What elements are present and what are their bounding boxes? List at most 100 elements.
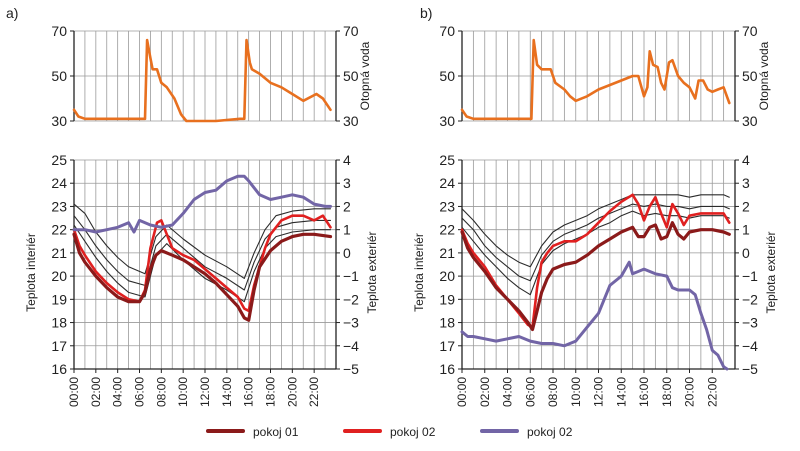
legend-label-room02: pokoj 02 [390, 425, 436, 439]
x-tick-label: 18:00 [660, 377, 674, 407]
bottom-tick-label-left: 17 [439, 338, 455, 354]
bottom-tick-label-right: 3 [343, 175, 351, 191]
bottom-tick-label-right: 4 [343, 152, 351, 168]
legend-label-exterior: pokoj 02 [527, 425, 573, 439]
top-tick-label-left: 30 [51, 113, 67, 129]
series-room02-line [72, 214, 332, 313]
legend-label-room01: pokoj 01 [253, 425, 299, 439]
bottom-tick-label-right: 4 [742, 152, 750, 168]
bottom-tick-label-left: 21 [439, 245, 455, 261]
bottom-tick-label-right: 3 [742, 175, 750, 191]
x-tick-label: 20:00 [285, 377, 299, 407]
top-tick-label-left: 30 [439, 113, 455, 129]
bottom-tick-label-right: 0 [343, 245, 351, 261]
panel-b-label: b) [420, 5, 432, 21]
bottom-tick-label-right: −5 [343, 361, 359, 377]
bottom-tick-label-left: 18 [439, 315, 455, 331]
x-tick-label: 22:00 [307, 377, 321, 407]
legend: pokoj 01 pokoj 02 pokoj 02 [206, 425, 573, 439]
bottom-tick-label-right: 2 [742, 198, 750, 214]
series-water-line [72, 38, 332, 123]
bottom-plot: 16171819202122232425−5−4−3−2−10123400:00… [24, 152, 379, 407]
bottom-tick-label-left: 16 [51, 361, 67, 377]
series-thin-line [73, 203, 332, 279]
x-tick-label: 02:00 [89, 377, 103, 407]
bottom-axis-title-right: Teplota exteriér [365, 231, 379, 313]
top-axis-title-right: Otopná voda [757, 41, 771, 110]
x-tick-label: 12:00 [592, 377, 606, 407]
series-water-line [460, 38, 731, 121]
bottom-tick-label-left: 24 [51, 175, 67, 191]
top-tick-label-right: 30 [343, 113, 359, 129]
x-tick-label: 20:00 [683, 377, 697, 407]
x-tick-label: 06:00 [133, 377, 147, 407]
bottom-tick-label-right: −2 [742, 291, 758, 307]
bottom-plot: 16171819202122232425−5−4−3−2−10123400:00… [412, 152, 778, 407]
x-tick-label: 00:00 [67, 377, 81, 407]
bottom-tick-label-right: −4 [742, 338, 758, 354]
bottom-tick-label-right: −2 [343, 291, 359, 307]
x-tick-label: 14:00 [220, 377, 234, 407]
bottom-tick-label-left: 16 [439, 361, 455, 377]
bottom-tick-label-right: 1 [343, 222, 351, 238]
top-tick-label-right: 70 [343, 23, 359, 39]
series-thin-line [461, 203, 730, 282]
top-tick-label-right: 50 [742, 68, 758, 84]
bottom-tick-label-left: 19 [439, 291, 455, 307]
x-tick-label: 16:00 [242, 377, 256, 407]
x-tick-label: 04:00 [501, 377, 515, 407]
bottom-tick-label-left: 23 [439, 198, 455, 214]
bottom-tick-label-right: −3 [742, 315, 758, 331]
top-plot: 30 30 50 50 70 70 Otopná voda [51, 23, 372, 129]
bottom-tick-label-left: 19 [51, 291, 67, 307]
bottom-axis-title-left: Teplota interiér [24, 233, 38, 312]
series-room01-line [460, 221, 731, 332]
bottom-tick-label-right: 0 [742, 245, 750, 261]
x-tick-label: 08:00 [154, 377, 168, 407]
bottom-tick-label-right: 2 [343, 198, 351, 214]
bottom-tick-label-left: 17 [51, 338, 67, 354]
bottom-tick-label-left: 21 [51, 245, 67, 261]
bottom-axis-title-left: Teplota interiér [412, 233, 426, 312]
series-thin-line [461, 194, 730, 268]
bottom-tick-label-left: 20 [439, 268, 455, 284]
x-tick-label: 16:00 [637, 377, 651, 407]
series-room01-line [72, 232, 333, 322]
x-tick-label: 10:00 [176, 377, 190, 407]
bottom-tick-label-left: 23 [51, 198, 67, 214]
bottom-tick-label-right: −3 [343, 315, 359, 331]
bottom-tick-label-left: 22 [439, 222, 455, 238]
bottom-tick-label-right: −4 [343, 338, 359, 354]
series-exterior-line [460, 260, 729, 371]
top-plot: 30 30 50 50 70 70 Otopná voda [439, 23, 771, 129]
top-tick-label-left: 70 [439, 23, 455, 39]
x-tick-label: 18:00 [264, 377, 278, 407]
x-tick-label: 22:00 [705, 377, 719, 407]
bottom-tick-label-left: 20 [51, 268, 67, 284]
x-tick-label: 06:00 [523, 377, 537, 407]
x-tick-label: 04:00 [111, 377, 125, 407]
x-tick-label: 10:00 [569, 377, 583, 407]
x-tick-label: 08:00 [546, 377, 560, 407]
bottom-tick-label-right: 1 [742, 222, 750, 238]
top-tick-label-left: 50 [51, 68, 67, 84]
x-tick-label: 14:00 [614, 377, 628, 407]
bottom-tick-label-right: −1 [742, 268, 758, 284]
bottom-tick-label-left: 24 [439, 175, 455, 191]
bottom-tick-label-right: −1 [343, 268, 359, 284]
top-tick-label-left: 50 [439, 68, 455, 84]
top-tick-label-right: 30 [742, 113, 758, 129]
bottom-axis-title-right: Teplota exteriér [764, 231, 778, 313]
panel-a-label: a) [6, 5, 18, 21]
bottom-tick-label-left: 22 [51, 222, 67, 238]
x-tick-label: 12:00 [198, 377, 212, 407]
top-tick-label-right: 50 [343, 68, 359, 84]
top-axis-title-right: Otopná voda [358, 41, 372, 110]
top-tick-label-left: 70 [51, 23, 67, 39]
x-tick-label: 00:00 [455, 377, 469, 407]
bottom-tick-label-right: −5 [742, 361, 758, 377]
bottom-tick-label-left: 25 [439, 152, 455, 168]
series-exterior-line [72, 174, 332, 234]
